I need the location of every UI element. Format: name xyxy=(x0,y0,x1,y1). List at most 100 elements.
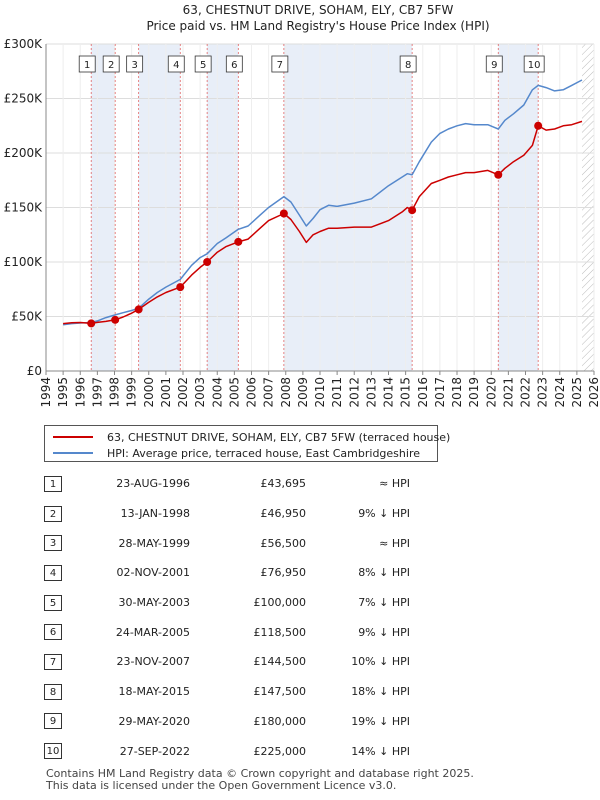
sale-point xyxy=(111,315,120,324)
x-tick-label: 2024 xyxy=(553,377,567,408)
sale-point xyxy=(176,283,185,292)
y-tick-label: £300K xyxy=(4,37,44,51)
sale-date: 27-SEP-2022 xyxy=(119,744,190,758)
x-tick-label: 2025 xyxy=(570,377,584,408)
sale-number-cell: 3 xyxy=(40,528,86,558)
x-tick-label: 2016 xyxy=(416,377,430,408)
footer-copyright: Contains HM Land Registry data © Crown c… xyxy=(46,767,474,780)
sale-price: £225,000 xyxy=(253,744,307,758)
sale-hpi-comparison: 10% ↓ HPI xyxy=(351,655,410,669)
table-row: 9 29-MAY-2020 £180,000 19% ↓ HPI xyxy=(40,707,410,737)
sale-label-number: 8 xyxy=(405,60,411,71)
sale-number-badge: 10 xyxy=(44,743,62,760)
sale-number-cell: 7 xyxy=(40,647,86,677)
sale-label-box xyxy=(225,55,243,73)
x-tick-label: 2002 xyxy=(176,377,190,408)
sale-point xyxy=(534,121,543,130)
y-tick-label: £200K xyxy=(4,146,44,160)
y-tick-label: £150K xyxy=(4,201,44,215)
sale-hpi-comparison: 18% ↓ HPI xyxy=(351,685,410,699)
legend-item-hpi: HPI: Average price, terraced house, East… xyxy=(53,445,420,461)
chart-title: 63, CHESTNUT DRIVE, SOHAM, ELY, CB7 5FW xyxy=(183,3,454,17)
sale-number-cell: 10 xyxy=(40,736,86,766)
sales-table: 1 23-AUG-1996 £43,695 ≈ HPI 2 13-JAN-1998 £46,… xyxy=(40,469,410,766)
x-tick-label: 2004 xyxy=(210,377,224,408)
table-row: 6 24-MAR-2005 £118,500 9% ↓ HPI xyxy=(40,617,410,647)
chart-subtitle: Price paid vs. HM Land Registry's House … xyxy=(146,19,489,33)
y-tick-label: £50K xyxy=(11,310,43,324)
sale-label-box xyxy=(194,55,212,73)
sale-price: £100,000 xyxy=(253,596,307,610)
x-tick-label: 2023 xyxy=(536,377,550,408)
sale-label-box xyxy=(399,55,417,73)
sale-point xyxy=(279,209,288,218)
sale-date: 23-NOV-2007 xyxy=(116,655,190,669)
sale-number-badge: 5 xyxy=(44,594,62,611)
sale-price: £118,500 xyxy=(253,625,307,639)
sale-price: £76,950 xyxy=(260,566,307,580)
table-row: 8 18-MAY-2015 £147,500 18% ↓ HPI xyxy=(40,677,410,707)
x-tick-label: 2005 xyxy=(227,377,241,408)
sale-hpi-comparison: ≈ HPI xyxy=(379,477,410,491)
x-tick-label: 2008 xyxy=(279,377,293,408)
legend-swatch-hpi xyxy=(53,452,93,454)
sale-label-number: 2 xyxy=(108,60,114,71)
sale-number-badge: 9 xyxy=(44,713,62,730)
sale-hpi-comparison: 19% ↓ HPI xyxy=(351,714,410,728)
x-tick-label: 2017 xyxy=(433,377,447,408)
x-tick-label: 2020 xyxy=(484,377,498,408)
sale-number-badge: 6 xyxy=(44,624,62,641)
sale-label-number: 7 xyxy=(277,60,283,71)
sale-price: £46,950 xyxy=(260,507,307,521)
x-tick-label: 2015 xyxy=(399,377,413,408)
x-tick-label: 2019 xyxy=(467,377,481,408)
x-tick-label: 2013 xyxy=(364,377,378,408)
sale-label-number: 6 xyxy=(231,60,237,71)
y-tick-label: £250K xyxy=(4,92,44,106)
sale-number-cell: 6 xyxy=(40,617,86,647)
sale-point xyxy=(408,206,417,215)
sale-label-box xyxy=(271,55,289,73)
chart-legend: 63, CHESTNUT DRIVE, SOHAM, ELY, CB7 5FW … xyxy=(44,425,450,462)
x-tick-label: 1998 xyxy=(108,377,122,408)
sale-price: £180,000 xyxy=(253,714,307,728)
sale-label-box xyxy=(102,55,120,73)
table-row: 3 28-MAY-1999 £56,500 ≈ HPI xyxy=(40,528,410,558)
x-tick-label: 2026 xyxy=(587,377,600,408)
x-tick-label: 1994 xyxy=(39,377,53,408)
sale-label-box xyxy=(126,55,144,73)
x-tick-label: 2021 xyxy=(501,377,515,408)
sale-number-badge: 7 xyxy=(44,653,62,670)
x-tick-label: 2006 xyxy=(245,377,259,408)
x-tick-label: 2010 xyxy=(313,377,327,408)
sale-label-box xyxy=(167,55,185,73)
sale-date: 24-MAR-2005 xyxy=(115,625,190,639)
x-tick-label: 2014 xyxy=(382,377,396,408)
sale-hpi-comparison: ≈ HPI xyxy=(379,536,410,550)
x-tick-label: 1999 xyxy=(125,377,139,408)
y-tick-label: £0 xyxy=(27,364,42,378)
sale-date: 13-JAN-1998 xyxy=(120,507,190,521)
sale-number-badge: 1 xyxy=(44,475,62,492)
sale-number-cell: 5 xyxy=(40,588,86,618)
sale-number-cell: 8 xyxy=(40,677,86,707)
x-tick-label: 1996 xyxy=(73,377,87,408)
x-tick-label: 2000 xyxy=(142,377,156,408)
sale-label-box xyxy=(485,55,503,73)
legend-label-hpi: HPI: Average price, terraced house, East… xyxy=(107,446,420,460)
sale-date: 18-MAY-2015 xyxy=(118,685,190,699)
footer: Contains HM Land Registry data © Crown c… xyxy=(46,768,474,792)
sale-number-badge: 8 xyxy=(44,683,62,700)
x-tick-label: 2009 xyxy=(296,377,310,408)
x-tick-label: 2001 xyxy=(159,377,173,408)
sale-label-box xyxy=(78,55,96,73)
x-tick-label: 2012 xyxy=(347,377,361,408)
table-row: 2 13-JAN-1998 £46,950 9% ↓ HPI xyxy=(40,499,410,529)
sale-price: £56,500 xyxy=(260,536,307,550)
x-tick-label: 2007 xyxy=(262,377,276,408)
table-row: 4 02-NOV-2001 £76,950 8% ↓ HPI xyxy=(40,558,410,588)
sale-label-number: 5 xyxy=(200,60,206,71)
sale-label-number: 4 xyxy=(173,60,179,71)
sale-point xyxy=(134,305,143,314)
sale-label-number: 10 xyxy=(528,60,541,71)
